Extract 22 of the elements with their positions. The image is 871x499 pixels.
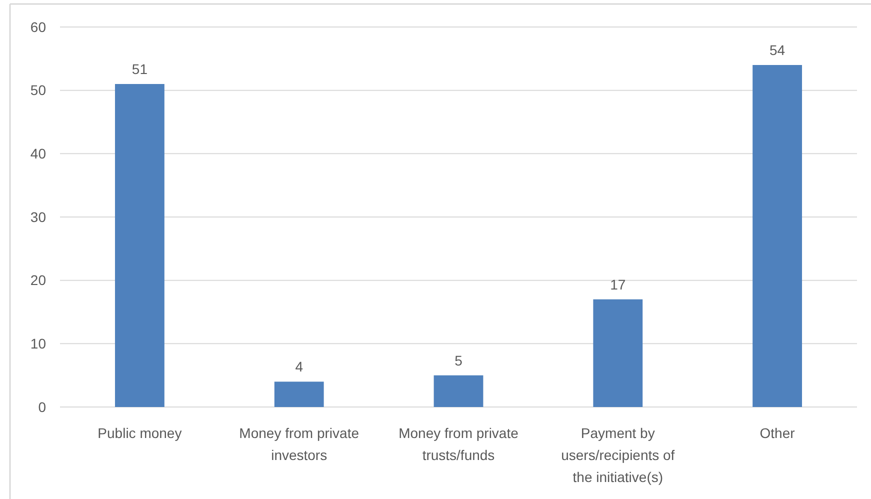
x-tick-label: Payment by users/recipients of the initiative(s) <box>561 425 675 485</box>
x-tick-label: Public money <box>98 425 182 441</box>
x-tick-label: Money from private trusts/funds <box>398 425 519 463</box>
bar <box>114 84 164 407</box>
y-tick-label: 10 <box>30 336 46 352</box>
bar <box>434 375 484 407</box>
bar <box>593 299 643 407</box>
data-label: 54 <box>770 42 786 58</box>
y-tick-label: 30 <box>30 208 46 225</box>
data-label: 17 <box>610 276 626 292</box>
y-tick-label: 0 <box>38 398 46 415</box>
data-label: 51 <box>132 61 148 77</box>
data-label: 5 <box>454 352 463 368</box>
y-tick-label: 60 <box>30 18 46 35</box>
x-tick-label: Other <box>760 425 796 441</box>
x-tick-label: Money from private investors <box>239 425 360 463</box>
data-label: 4 <box>295 358 304 375</box>
y-tick-label: 20 <box>30 272 46 288</box>
bar <box>274 382 324 407</box>
y-tick-label: 50 <box>30 82 46 98</box>
bar <box>752 65 802 407</box>
y-tick-label: 40 <box>30 146 46 162</box>
